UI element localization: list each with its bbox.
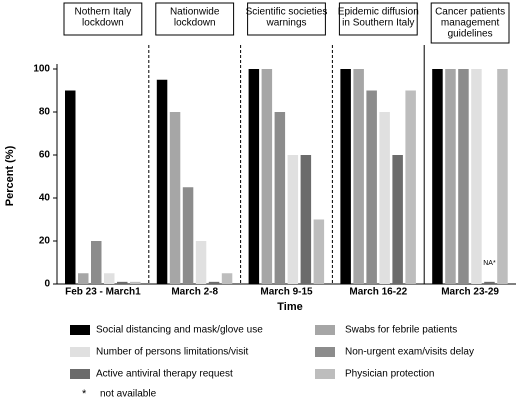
footnote-symbol: * — [82, 388, 87, 400]
bar — [221, 273, 233, 284]
legend-swatch — [315, 369, 335, 379]
bar — [497, 69, 508, 284]
x-tick-label: March 16-22 — [349, 287, 407, 298]
bar — [458, 69, 469, 284]
x-tick-label: Feb 23 - March1 — [65, 287, 141, 298]
bar — [65, 90, 76, 284]
x-tick-label: March 23-29 — [441, 287, 499, 298]
bar — [182, 187, 194, 284]
period-box — [338, 2, 418, 36]
bar — [248, 69, 260, 284]
period-label: guidelines — [448, 29, 493, 40]
period-box — [63, 2, 143, 36]
bar — [340, 69, 351, 284]
legend-label: Number of persons limitations/visit — [96, 347, 248, 358]
legend-swatch — [70, 369, 90, 379]
bar — [484, 281, 495, 284]
legend-label: Social distancing and mask/glove use — [96, 325, 263, 336]
annotation: NA* — [483, 260, 496, 267]
legend-swatch — [315, 347, 335, 357]
legend-swatch — [70, 325, 90, 335]
period-box — [155, 2, 235, 36]
x-axis-label: Time — [277, 301, 302, 313]
bar — [445, 69, 456, 284]
bar — [117, 281, 128, 284]
y-axis-label: Percent (%) — [4, 145, 16, 206]
bar — [169, 112, 181, 284]
bar — [274, 112, 286, 284]
period-label: Scientific societies — [246, 7, 328, 18]
bar — [432, 69, 443, 284]
period-label: Cancer patients — [435, 7, 505, 18]
period-box — [247, 2, 326, 36]
period-label: Epidemic diffusion — [338, 7, 419, 18]
period-label: warnings — [265, 18, 306, 29]
period-label: in Southern Italy — [342, 18, 414, 29]
y-tick-label: 40 — [39, 193, 51, 204]
bar — [405, 90, 416, 284]
period-label: lockdown — [82, 18, 124, 29]
bar — [379, 112, 390, 284]
legend-label: Non-urgent exam/visits delay — [345, 347, 474, 358]
legend-swatch — [315, 325, 335, 335]
x-tick-label: March 2-8 — [171, 287, 218, 298]
bar — [104, 273, 115, 284]
bar — [261, 69, 273, 284]
bar — [471, 69, 482, 284]
period-label: management — [441, 18, 500, 29]
period-box — [430, 2, 510, 44]
bar — [78, 273, 89, 284]
x-tick-label: March 9-15 — [260, 287, 313, 298]
bar — [156, 79, 168, 284]
period-label: Nationwide — [170, 7, 220, 18]
period-label: lockdown — [174, 18, 216, 29]
legend-label: Physician protection — [345, 369, 435, 380]
bar — [313, 219, 325, 284]
bar — [353, 69, 364, 284]
legend-label: Swabs for febrile patients — [345, 325, 457, 336]
footnote-text: not available — [100, 389, 157, 400]
bar — [195, 241, 207, 284]
bar — [392, 155, 403, 284]
y-tick-label: 20 — [39, 236, 51, 247]
y-tick-label: 0 — [44, 279, 50, 290]
bar — [208, 281, 220, 284]
bar — [366, 90, 377, 284]
bar — [287, 155, 299, 284]
legend-label: Active antiviral therapy request — [96, 369, 233, 380]
bar — [91, 241, 102, 284]
y-tick-label: 60 — [39, 150, 51, 161]
bar — [300, 155, 312, 284]
bar — [130, 281, 141, 284]
y-tick-label: 100 — [33, 64, 50, 75]
legend-swatch — [70, 347, 90, 357]
period-label: Nothern Italy — [75, 7, 132, 18]
y-tick-label: 80 — [39, 107, 51, 118]
